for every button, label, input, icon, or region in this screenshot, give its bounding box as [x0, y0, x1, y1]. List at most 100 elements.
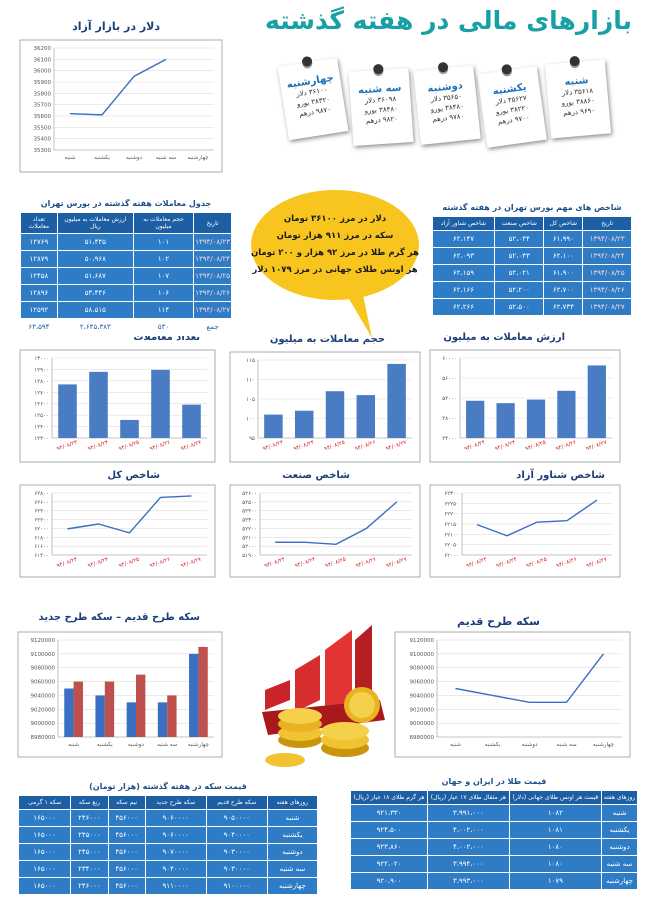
y-tick-label: ۵۲۶۰۰	[242, 491, 257, 497]
table-cell: ۱۰۲	[132, 250, 195, 268]
table-cell: ۵۰،۹۶۸	[56, 250, 134, 268]
table: روزهای هفته قیمت هر اونس طلای جهانی (دلار…	[349, 790, 638, 890]
y-tick-label: ۶۲۲۰۰	[444, 512, 459, 518]
table-cell: ۱۳۹۴/۰۸/۲۷	[193, 301, 232, 319]
table-cell: ۶۲،۱۵۹	[432, 264, 495, 282]
column-header: سکه طرح جدید	[144, 795, 207, 810]
bubble-line: هر اونس طلای جهانی در مرز ۱۰۷۹ دلار	[251, 265, 417, 275]
table-cell: ۱۳۹۴/۰۸/۲۵	[582, 264, 632, 282]
y-tick-label: ۶۲۲۵۰	[444, 501, 459, 507]
table-cell: چهارشنبه	[601, 872, 638, 890]
table-cell: ۴،۰۰۲،۰۰۰	[427, 838, 510, 856]
table-cell: ۳،۹۹۴،۰۰۰	[427, 855, 510, 873]
bar	[189, 653, 199, 737]
x-tick-label: شنبه	[65, 155, 76, 161]
table-cell: ۱۲۸۷۹	[20, 250, 58, 268]
table-cell: ۵۲،۵۰۰	[493, 298, 545, 316]
bubble-tail	[345, 290, 372, 338]
table-row: سه شنبه ۱۰۸۰ ۳،۹۹۴،۰۰۰ ۹۲۲،۰۲۰	[349, 855, 638, 873]
y-tick-label: 35900	[34, 80, 52, 86]
y-tick-label: 35400	[34, 137, 52, 143]
table-row: ۱۳۹۴/۰۸/۲۳ ۱۰۱ ۵۱،۴۴۵ ۱۲۷۶۹	[20, 233, 232, 251]
column-header: شاخص کل	[543, 216, 584, 231]
y-tick-label: ۵۲۴۰۰	[242, 509, 257, 515]
y-tick-label: 36200	[34, 46, 52, 52]
bar	[167, 695, 177, 737]
x-tick-label: دوشنبه	[128, 742, 145, 748]
bar	[264, 414, 283, 438]
table-cell: ۵۲،۲۰۰	[493, 281, 545, 299]
bar	[325, 391, 345, 438]
table-cell: ۳،۹۹۳،۰۰۰	[427, 872, 510, 890]
y-tick-label: ۵۲۰۰۰	[242, 544, 257, 550]
chart: ارزش معاملات به میلیون ۴۴۰۰۰ ۴۸۰۰۰ ۵۲۰۰۰ ۵۶۰…	[429, 332, 621, 463]
x-tick-label: چهارشنبه	[187, 155, 208, 161]
y-tick-label: ۶۲۰۰۰	[34, 526, 49, 532]
bar	[120, 419, 139, 438]
table-cell: ۹۰۴۰۰۰۰	[205, 826, 268, 844]
bar	[126, 702, 136, 737]
table-cell: ۹۱۰۰۰۰۰	[205, 877, 268, 895]
bar	[587, 365, 606, 438]
chart-title: شاخص صنعت	[282, 470, 350, 481]
table-cell: ۶۲،۱۰۰	[543, 247, 584, 265]
x-tick-label: چهارشنبه	[188, 742, 209, 748]
table-cell: ۹۰۶۰۰۰۰	[144, 826, 207, 844]
table-cell: ۱۲۴۵۸	[20, 267, 58, 285]
table-cell: ۱۰۷۹	[508, 872, 603, 890]
bar	[557, 390, 576, 438]
table-row: ۱۳۹۴/۰۸/۲۴ ۶۲،۱۰۰ ۵۲،۰۴۳ ۶۲،۰۹۳	[432, 247, 632, 265]
column-header: ربع سکه	[70, 795, 109, 810]
bar	[496, 403, 515, 438]
table-cell: ۱۰۷	[132, 267, 195, 285]
table-row: چهارشنبه ۹۱۰۰۰۰۰ ۹۱۱۰۰۰۰ ۴۵۶۰۰۰ ۲۴۶۰۰۰ ۱۶۵۰۰۰	[17, 877, 319, 895]
total-row: جمع ۵۳۰ ۲،۶۴۵،۳۸۳ ۶۳،۵۹۴	[20, 318, 232, 336]
table-cell: ۱۶۵۰۰۰	[17, 877, 72, 895]
table-cell: ۶۲،۱۶۶	[432, 281, 495, 299]
y-tick-label: ۴۴۰۰۰	[442, 436, 457, 442]
table-cell: ۱۳۹۴/۰۸/۲۳	[582, 230, 632, 248]
table-cell: ۱۳۹۴/۰۸/۲۵	[193, 267, 232, 285]
table-cell: ۱۰۸۱	[508, 821, 603, 839]
table-cell: ۱۶۵۰۰۰	[17, 860, 72, 878]
table-row: شنبه ۹۰۵۰۰۰۰ ۹۰۶۰۰۰۰ ۴۵۶۰۰۰ ۲۴۶۰۰۰ ۱۶۵۰۰۰	[17, 809, 319, 827]
y-tick-label: 9000000	[31, 721, 56, 727]
table-cell: ۱۶۵۰۰۰	[17, 809, 72, 827]
line-series	[455, 653, 605, 704]
y-tick-label: ۶۲۶۰۰	[34, 500, 49, 506]
y-tick-label: ۱۲۴۰۰	[34, 425, 49, 431]
table-cell: ۱۶۵۰۰۰	[17, 826, 72, 844]
bubble-line: سکه در مرز ۹۱۱ هزار تومان	[277, 231, 394, 241]
y-tick-label: ۵۱۹۰۰	[242, 553, 257, 559]
table-row: یکشنبه ۱۰۸۱ ۴،۰۰۲،۰۰۰ ۹۲۴،۵۰۰	[349, 821, 638, 839]
table-cell: ۵۲،۰۴۴	[493, 230, 545, 248]
bar	[157, 702, 168, 737]
y-tick-label: 9080000	[410, 666, 435, 672]
bar	[89, 371, 108, 438]
table-cell: ۴۵۶۰۰۰	[107, 826, 146, 844]
column-header: هر مثقال طلای ۱۷ عیار (ریال)	[427, 790, 510, 805]
chart: تعداد معاملات ۱۲۳۰۰ ۱۲۴۰۰ ۱۲۵۰۰ ۱۲۶۰۰ ۱۲۷۰۰ ۱۲…	[19, 332, 216, 463]
table-cell: ۵۲،۰۲۱	[493, 264, 545, 282]
y-tick-label: ۵۶۰۰۰	[442, 376, 457, 382]
note: دوشنبه ۳۵۶۵۰ دلار ۳۸۴۸۰ یورو ۹۷۸۰ درهم	[413, 61, 481, 145]
table-row: چهارشنبه ۱۰۷۹ ۳،۹۹۳،۰۰۰ ۹۲۰،۹۰۰	[349, 872, 638, 890]
table-cell: ۵۳،۴۴۶	[56, 284, 134, 302]
y-tick-label: ۶۰۰۰۰	[442, 356, 457, 362]
column-header: ارزش معاملات به میلیون ریال	[56, 212, 134, 234]
x-tick-label: شنبه	[68, 742, 79, 748]
y-tick-label: 9080000	[31, 666, 56, 672]
bar	[104, 681, 115, 737]
table-cell: ۹۰۵۰۰۰۰	[205, 809, 268, 827]
column-header: تعداد معاملات	[20, 212, 58, 234]
pin	[569, 55, 581, 67]
table-cell: ۵۲،۰۴۳	[493, 247, 545, 265]
x-tick-label: سه شنبه	[556, 742, 577, 748]
line-series	[67, 495, 192, 534]
table-block: قیمت سکه در هفته گذشته (هزار تومان) روزها…	[17, 782, 319, 895]
y-tick-label: ۶۲۱۰۰	[444, 532, 459, 538]
table-cell: ۲۴۵۰۰۰	[70, 826, 109, 844]
y-tick-label: 35800	[34, 91, 52, 97]
table-row: دوشنبه ۹۰۳۰۰۰۰ ۹۰۷۰۰۰۰ ۴۵۶۰۰۰ ۲۴۵۰۰۰ ۱۶۵۰۰۰	[17, 843, 319, 861]
table-cell: ۶۲،۲۶۶	[432, 298, 495, 316]
